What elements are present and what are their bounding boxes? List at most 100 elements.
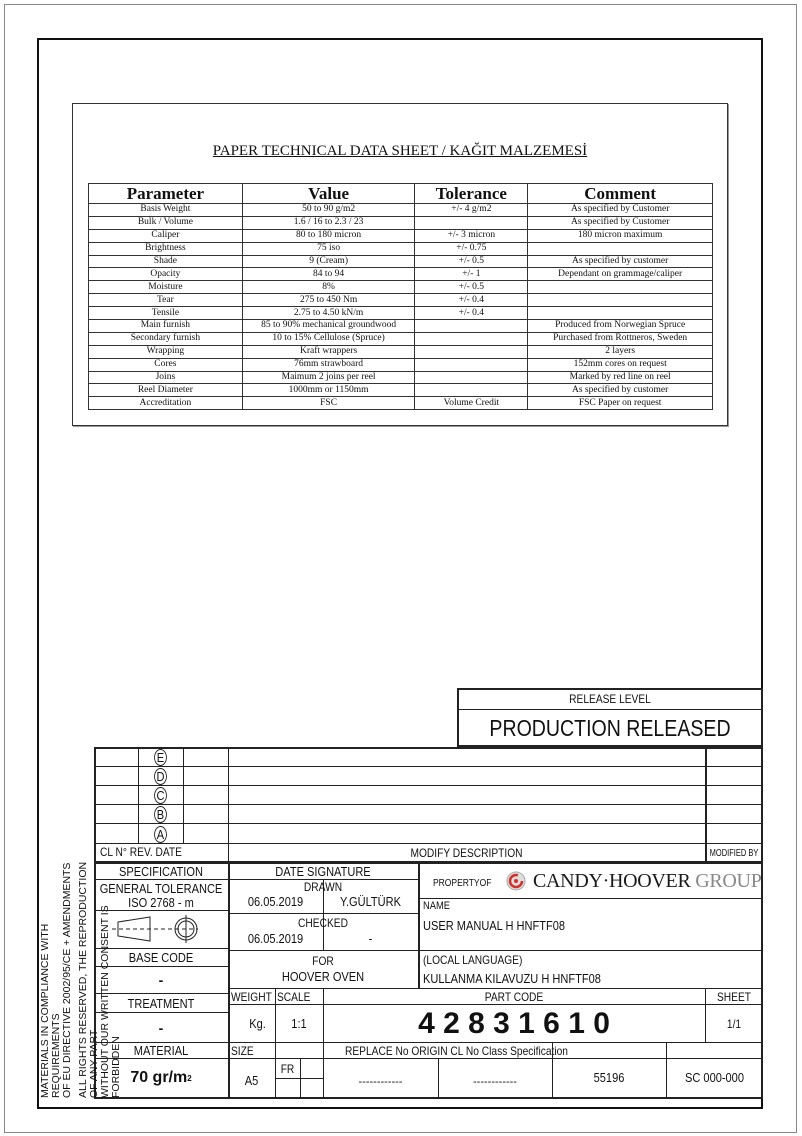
table-row: Wrapping Kraft wrappers 2 layers (88, 344, 713, 359)
replace-label: REPLACE No ORIGIN CL No Class Specificat… (345, 1044, 568, 1058)
revision-letter: C (154, 786, 167, 804)
cell-value: 76mm strawboard (241, 357, 416, 372)
cell-comment: Purchased from Rottneros, Sweden (527, 331, 713, 346)
cell-parameter: Tear (88, 293, 243, 308)
divider (457, 709, 763, 710)
fr-label: FR (280, 1061, 295, 1076)
release-level-box (457, 688, 763, 747)
material-value: 70 gr/m (130, 1069, 188, 1086)
origin-value: ------------ (473, 1076, 517, 1088)
iso-tolerance: ISO 2768 - m (128, 894, 194, 910)
divider (94, 910, 228, 911)
drawn-date: 06.05.2019 (247, 893, 304, 909)
cell-parameter: Secondary furnish (88, 331, 243, 346)
checked-date: 06.05.2019 (247, 930, 304, 946)
table-row: Basis Weight 50 to 90 g/m2 +/- 4 g/m2 As sp… (88, 203, 713, 217)
drawn-by: Y.GÜLTÜRK (339, 893, 401, 909)
part-name: USER MANUAL H HNFTF08 (423, 918, 566, 933)
cell-value: Kraft wrappers (241, 344, 416, 359)
table-row: Accreditation FSC Volume Credit FSC Paper o… (88, 396, 713, 411)
divider (94, 948, 228, 949)
cell-tolerance (414, 383, 529, 398)
cell-value: 84 to 94 (241, 267, 416, 282)
date-label: DATE (155, 845, 182, 859)
revision-row: C (138, 786, 183, 804)
divider (228, 1058, 763, 1059)
divider (666, 1042, 667, 1099)
cell-parameter: Cores (88, 357, 243, 372)
table-row: Reel Diameter 1000mm or 1150mm As specifie… (88, 383, 713, 398)
divider (94, 766, 763, 767)
divider (418, 862, 420, 988)
cell-tolerance: +/- 4 g/m2 (414, 203, 529, 217)
cell-parameter: Basis Weight (88, 203, 243, 217)
cell-tolerance: +/- 0.5 (414, 254, 529, 269)
cell-tolerance: +/- 1 (414, 267, 529, 282)
divider (94, 966, 228, 967)
property-of-label: PROPERTYOF (433, 878, 492, 889)
material: 70 gr/m 2 (94, 1059, 228, 1097)
cl-no-label: CL N° (100, 845, 127, 859)
divider (228, 988, 763, 989)
divider (438, 1058, 439, 1099)
rev-label: REV. (129, 845, 153, 859)
divider (228, 747, 229, 863)
divider (705, 988, 706, 1042)
revision-letter: B (154, 805, 167, 823)
col-tolerance: Tolerance (414, 183, 529, 204)
weight-unit: Kg. (249, 1016, 266, 1031)
cell-parameter: Caliper (88, 228, 243, 243)
cell-comment: As specified by Customer (527, 203, 713, 217)
table-row: Tear 275 to 450 Nm +/- 0.4 (88, 293, 713, 308)
divider (705, 747, 707, 863)
cell-comment (527, 280, 713, 295)
cell-value: 1000mm or 1150mm (241, 383, 416, 398)
base-code-label: BASE CODE (128, 950, 194, 965)
table-row: Secondary furnish 10 to 15% Cellulose (Sp… (88, 331, 713, 346)
cell-comment (527, 293, 713, 308)
divider (228, 950, 763, 951)
cell-tolerance: Volume Credit (414, 396, 529, 411)
drawing-frame (37, 38, 763, 1109)
cell-comment: 180 micron maximum (527, 228, 713, 243)
revision-letter: E (154, 748, 167, 766)
for-value: HOOVER OVEN (281, 969, 365, 984)
cell-tolerance: +/- 0.4 (414, 306, 529, 321)
cell-parameter: Tensile (88, 306, 243, 321)
brand-name: CANDY·HOOVER (533, 870, 691, 892)
divider (323, 879, 324, 950)
divider (94, 1012, 228, 1013)
table-row: Tensile 2.75 to 4.50 kN/m +/- 0.4 (88, 306, 713, 321)
weight-label: WEIGHT (231, 990, 272, 1004)
specification-label: SPECIFICATION (119, 863, 203, 879)
modify-description-label: MODIFY DESCRIPTION (410, 846, 523, 860)
cell-tolerance (414, 331, 529, 346)
sheet-label: SHEET (716, 989, 751, 1004)
cell-value: 275 to 450 Nm (241, 293, 416, 308)
cell-parameter: Moisture (88, 280, 243, 295)
local-language-label: (LOCAL LANGUAGE) (423, 953, 523, 967)
cell-value: 8% (241, 280, 416, 295)
side-note: OF EU DIRECTIVE 2002/95/CE + AMENDMENTS (61, 862, 73, 1098)
col-value: Value (241, 183, 416, 204)
cell-comment: 2 layers (527, 344, 713, 359)
cell-parameter: Joins (88, 370, 243, 385)
cell-value: 75 iso (241, 241, 416, 256)
table-header: Parameter Value Tolerance Comment (88, 183, 713, 204)
cell-comment (527, 241, 713, 256)
divider (275, 988, 276, 1099)
material-unit-exp: 2 (187, 1073, 192, 1083)
cell-tolerance (414, 357, 529, 372)
replace-value: ------------ (358, 1076, 403, 1088)
local-name: KULLANMA KILAVUZU H HNFTF08 (423, 971, 601, 986)
divider (94, 804, 763, 805)
divider (418, 898, 763, 899)
checked-by: - (368, 930, 373, 946)
cell-comment (527, 306, 713, 321)
cell-value: 80 to 180 micron (241, 228, 416, 243)
divider (94, 823, 763, 824)
cell-parameter: Brightness (88, 241, 243, 256)
treatment-label: TREATMENT (127, 995, 195, 1011)
divider (183, 747, 184, 843)
general-tolerance-label: GENERAL TOLERANCE (99, 880, 223, 896)
